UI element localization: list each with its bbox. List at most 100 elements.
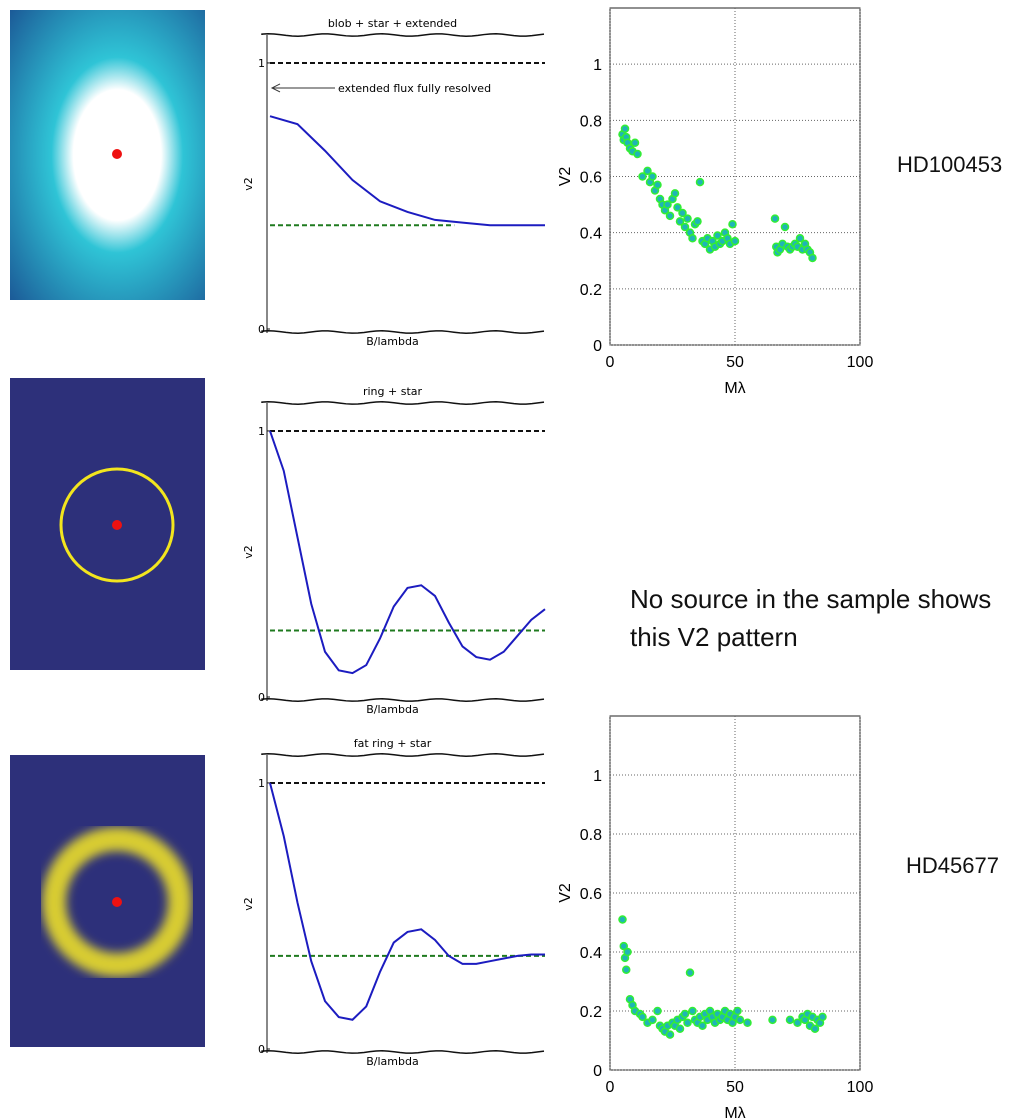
data-point	[665, 1030, 675, 1039]
y-tick-label: 0	[258, 691, 265, 704]
data-point	[638, 1012, 647, 1022]
frame-top	[261, 401, 545, 405]
star-dot	[112, 520, 122, 530]
data-point	[743, 1018, 752, 1028]
data-point	[623, 947, 632, 957]
data-point	[818, 1012, 827, 1022]
chart-title: fat ring + star	[354, 737, 432, 750]
data-point	[675, 1024, 685, 1033]
chart-title: ring + star	[363, 385, 423, 398]
data-point	[648, 172, 657, 181]
x-tick-label: 0	[606, 354, 615, 371]
y-tick-label: 0	[593, 338, 602, 355]
data-point	[713, 231, 722, 240]
data-point	[685, 968, 695, 977]
data-point	[638, 172, 647, 181]
data-point	[665, 211, 675, 221]
annotation: extended flux fully resolved	[338, 82, 491, 95]
x-axis-label: B/lambda	[366, 703, 418, 716]
y-tick-label: 0.2	[580, 1004, 602, 1021]
data-point	[795, 234, 805, 243]
scatter-chart: 0 0.2 0.4 0.6 0.8 1 0 50 100 Mλ V2	[557, 715, 874, 1118]
star-dot	[112, 897, 122, 907]
x-axis-label: B/lambda	[366, 335, 418, 348]
data-point	[630, 138, 640, 148]
data-point	[733, 1006, 742, 1016]
data-point	[653, 180, 662, 190]
frame-top	[261, 753, 545, 757]
data-point	[680, 222, 690, 232]
data-point	[683, 214, 692, 223]
star-dot	[112, 149, 122, 159]
chart-title: blob + star + extended	[328, 17, 457, 30]
x-tick-label: 100	[847, 354, 874, 371]
note: No source in the sample shows this V2 pa…	[630, 584, 992, 652]
data-point	[693, 217, 702, 226]
source-label: HD45677	[906, 853, 999, 878]
data-point	[673, 203, 682, 212]
model-curve	[269, 782, 545, 1021]
y-tick-label: 0.8	[580, 113, 602, 130]
y-tick-label: 0	[258, 1043, 265, 1056]
data-point	[808, 253, 817, 263]
y-tick-label: 0	[593, 1063, 602, 1080]
data-point	[728, 219, 737, 229]
data-point	[633, 149, 642, 159]
frame-top	[261, 33, 545, 37]
fat-ring	[42, 827, 192, 977]
data-point	[770, 214, 780, 223]
model-curve	[269, 430, 546, 675]
ring	[59, 467, 175, 583]
data-point	[780, 222, 790, 232]
data-point	[680, 1009, 690, 1019]
data-point	[670, 189, 680, 198]
data-point	[675, 217, 685, 226]
x-axis-label: B/lambda	[366, 1055, 418, 1068]
y-tick-label: 0.2	[580, 282, 602, 299]
arrow-head	[270, 83, 281, 93]
y-axis-label: V2	[557, 883, 574, 903]
y-axis-label: V2	[557, 167, 574, 187]
data-point	[622, 965, 631, 974]
data-point	[678, 208, 687, 218]
data-point	[735, 1015, 745, 1025]
y-tick-label: 1	[258, 57, 265, 70]
data-point	[619, 941, 628, 951]
y-axis-label: v2	[242, 897, 255, 911]
ring-image	[10, 378, 205, 670]
x-tick-label: 100	[847, 1079, 874, 1096]
data-point	[698, 1021, 707, 1030]
frame-bottom	[261, 1050, 545, 1054]
data-point	[730, 236, 740, 246]
model-chart: blob + star + extended B/lambda v2 0 1 extend…	[242, 17, 545, 348]
data-point	[643, 166, 652, 176]
data-point	[618, 915, 627, 924]
data-point	[648, 1015, 657, 1025]
model-chart: ring + star B/lambda v2 0 1	[242, 385, 546, 716]
y-tick-label: 0.6	[580, 886, 602, 903]
y-tick-label: 1	[593, 57, 602, 74]
data-point	[653, 1006, 662, 1016]
frame-bottom	[261, 698, 545, 702]
x-tick-label: 0	[606, 1079, 615, 1096]
scatter-chart: 0 0.2 0.4 0.6 0.8 1 0 50 100 Mλ V2	[557, 7, 874, 397]
data-point	[683, 1018, 692, 1028]
y-axis-label: v2	[242, 177, 255, 191]
data-point	[695, 177, 705, 187]
y-tick-label: 0.8	[580, 827, 602, 844]
data-point	[793, 1018, 802, 1028]
x-tick-label: 50	[726, 354, 744, 371]
source-label: HD100453	[897, 152, 1003, 177]
x-axis-label: Mλ	[724, 1105, 745, 1118]
y-tick-label: 0.4	[580, 945, 602, 962]
data-point	[810, 1024, 820, 1033]
y-tick-label: 1	[258, 777, 265, 790]
data-point	[688, 234, 697, 243]
frame-bottom	[261, 330, 545, 334]
y-tick-label: 0.6	[580, 170, 602, 187]
y-tick-label: 0.4	[580, 226, 602, 243]
data-point	[768, 1015, 777, 1025]
model-chart: fat ring + star B/lambda v2 0 1	[242, 737, 545, 1068]
